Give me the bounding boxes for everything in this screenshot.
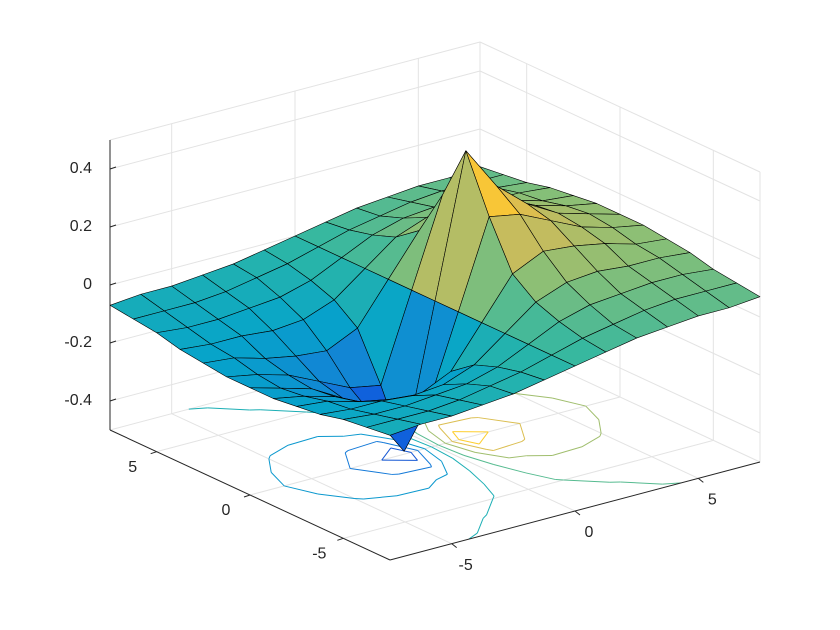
contour-segment xyxy=(344,452,351,469)
contour-segment xyxy=(458,439,480,445)
contour-segment xyxy=(452,431,460,440)
grid-line xyxy=(109,128,481,228)
contour-segment xyxy=(344,450,349,454)
y-tick-label: 5 xyxy=(128,459,137,476)
contour-segment xyxy=(436,473,448,481)
y-tick-label: 0 xyxy=(222,502,231,519)
contour-segment xyxy=(515,392,553,399)
contour-segment xyxy=(207,407,250,411)
y-tick xyxy=(150,451,157,455)
x-tick xyxy=(451,543,457,549)
grid-line xyxy=(479,128,761,260)
contour-segment xyxy=(521,438,526,442)
contour-segment xyxy=(486,448,494,452)
contour-segment xyxy=(483,483,495,497)
contour-segment xyxy=(396,487,430,497)
contour-segment xyxy=(482,514,487,519)
x-tick xyxy=(574,510,581,516)
contour-segment xyxy=(417,450,431,465)
z-tick xyxy=(109,398,117,402)
z-tick-label: 0.2 xyxy=(70,218,92,235)
contour-segment xyxy=(478,431,489,445)
contour-segment xyxy=(475,451,510,459)
contour-segment xyxy=(552,446,583,456)
contour-segment xyxy=(493,440,523,452)
contour-segment xyxy=(463,454,494,465)
z-tick xyxy=(109,282,117,286)
contour-segment xyxy=(188,407,208,410)
z-tick-label: -0.4 xyxy=(64,392,92,409)
contour-segment xyxy=(287,436,318,446)
contour-segment xyxy=(478,417,520,425)
contour-segment xyxy=(492,495,495,499)
contour-segment xyxy=(476,518,484,534)
contour-segment xyxy=(662,482,682,485)
contour-segment xyxy=(468,532,478,540)
z-tick-label: 0.4 xyxy=(70,160,92,177)
contour-segment xyxy=(424,448,442,462)
contour-segment xyxy=(268,455,271,459)
z-tick-label: 0 xyxy=(83,276,92,293)
contour-segment xyxy=(417,433,439,446)
contour-segment xyxy=(439,427,453,442)
z-tick xyxy=(109,340,117,344)
y-tick-label: -5 xyxy=(312,546,326,563)
contour-segment xyxy=(429,464,433,468)
contour-segment xyxy=(381,447,392,461)
grid-line xyxy=(249,396,621,496)
contour-segment xyxy=(260,409,307,413)
contour-segment xyxy=(585,405,600,420)
y-tick xyxy=(337,537,344,541)
contour-segment xyxy=(525,472,556,481)
contour-segment xyxy=(398,466,432,475)
contour-segment xyxy=(376,440,384,444)
z-tick xyxy=(109,224,117,228)
grid-line xyxy=(109,70,481,170)
contour-segment xyxy=(270,472,285,487)
contour-segment xyxy=(563,479,610,483)
contour-segment xyxy=(620,481,663,485)
contour-segment xyxy=(445,442,476,453)
x-tick xyxy=(698,477,704,483)
contour-segment xyxy=(509,455,527,459)
contour-segment xyxy=(284,485,318,495)
contour-segment xyxy=(469,470,485,485)
contour-segment xyxy=(317,493,355,500)
contour-segment xyxy=(343,433,361,437)
y-tick xyxy=(243,494,251,498)
contour-segment xyxy=(486,498,494,516)
contour-segment xyxy=(452,457,470,472)
x-tick-label: 5 xyxy=(708,492,717,509)
contour-segment xyxy=(431,446,453,459)
contour-segment xyxy=(428,479,437,489)
surface-patch xyxy=(366,418,422,436)
contour-segment xyxy=(363,495,397,500)
z-tick xyxy=(109,166,117,170)
contour-segment xyxy=(519,423,526,440)
contour-segment xyxy=(428,430,446,444)
contour-segment xyxy=(581,435,601,448)
contour-segment xyxy=(598,419,602,434)
contour-segment xyxy=(360,433,395,441)
z-tick-label: -0.2 xyxy=(64,334,92,351)
contour-segment xyxy=(350,467,392,475)
contour-segment xyxy=(347,440,377,452)
contour-segment xyxy=(452,440,487,450)
contour-segment xyxy=(438,444,465,456)
contour-segment xyxy=(410,452,418,461)
x-tick-label: 0 xyxy=(585,524,594,541)
contour-segment xyxy=(599,433,602,437)
contour-segment xyxy=(269,444,289,457)
contour-segment xyxy=(552,397,586,407)
contour-segment xyxy=(390,447,412,453)
grid-line xyxy=(479,70,761,202)
contour-segment xyxy=(441,461,448,475)
grid-line xyxy=(343,439,714,539)
contour-segment xyxy=(438,417,472,426)
contour-segment xyxy=(493,464,527,474)
contour-segment xyxy=(268,458,272,473)
x-tick-label: -5 xyxy=(459,557,473,574)
